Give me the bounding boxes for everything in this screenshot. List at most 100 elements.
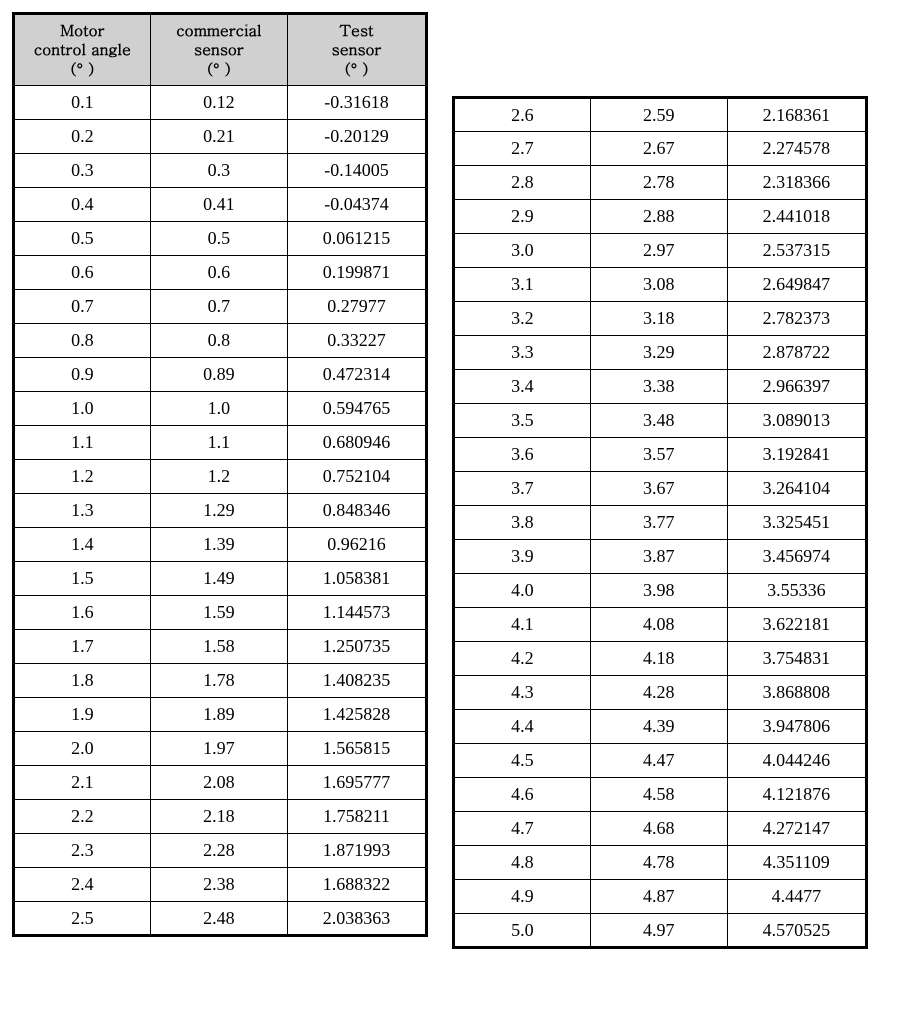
- table-cell: 0.96216: [288, 528, 427, 562]
- table-cell: 2.97: [590, 234, 727, 268]
- header-commercial-sensor: commercial sensor (° ): [150, 14, 287, 86]
- table-cell: 0.5: [14, 222, 151, 256]
- table-cell: 4.0: [454, 574, 591, 608]
- table-cell: 4.8: [454, 846, 591, 880]
- table-row: 3.33.292.878722: [454, 336, 867, 370]
- sensor-data-table-right: 2.62.592.1683612.72.672.2745782.82.782.3…: [452, 96, 868, 949]
- table-cell: 3.7: [454, 472, 591, 506]
- table-cell: 2.441018: [727, 200, 866, 234]
- table-cell: 1.1: [150, 426, 287, 460]
- table-row: 2.52.482.038363: [14, 902, 427, 936]
- table-body-right: 2.62.592.1683612.72.672.2745782.82.782.3…: [454, 98, 867, 948]
- table-cell: 1.6: [14, 596, 151, 630]
- table-row: 2.42.381.688322: [14, 868, 427, 902]
- table-row: 3.53.483.089013: [454, 404, 867, 438]
- table-cell: 4.5: [454, 744, 591, 778]
- table-cell: 4.87: [590, 880, 727, 914]
- table-cell: 3.18: [590, 302, 727, 336]
- table-cell: 0.8: [14, 324, 151, 358]
- table-cell: 2.28: [150, 834, 287, 868]
- table-row: 4.34.283.868808: [454, 676, 867, 710]
- table-cell: 3.38: [590, 370, 727, 404]
- table-cell: 1.49: [150, 562, 287, 596]
- table-cell: 3.29: [590, 336, 727, 370]
- table-cell: 2.8: [454, 166, 591, 200]
- table-row: 2.32.281.871993: [14, 834, 427, 868]
- table-cell: 2.966397: [727, 370, 866, 404]
- table-row: 1.21.20.752104: [14, 460, 427, 494]
- table-cell: 4.68: [590, 812, 727, 846]
- table-cell: 1.3: [14, 494, 151, 528]
- table-cell: 0.680946: [288, 426, 427, 460]
- table-row: 1.31.290.848346: [14, 494, 427, 528]
- table-cell: 2.48: [150, 902, 287, 936]
- table-cell: 0.41: [150, 188, 287, 222]
- table-cell: 1.89: [150, 698, 287, 732]
- table-cell: 3.8: [454, 506, 591, 540]
- table-cell: 4.9: [454, 880, 591, 914]
- table-cell: 3.2: [454, 302, 591, 336]
- table-cell: 5.0: [454, 914, 591, 948]
- table-cell: 1.4: [14, 528, 151, 562]
- table-cell: 3.456974: [727, 540, 866, 574]
- header-text: (° ): [207, 58, 231, 80]
- header-text: (° ): [345, 58, 369, 80]
- table-cell: 1.250735: [288, 630, 427, 664]
- table-cell: 2.78: [590, 166, 727, 200]
- table-cell: 2.318366: [727, 166, 866, 200]
- table-cell: 1.871993: [288, 834, 427, 868]
- table-row: 0.80.80.33227: [14, 324, 427, 358]
- table-row: 2.22.181.758211: [14, 800, 427, 834]
- table-cell: 0.199871: [288, 256, 427, 290]
- table-row: 2.72.672.274578: [454, 132, 867, 166]
- table-row: 0.10.12-0.31618: [14, 86, 427, 120]
- table-cell: 4.570525: [727, 914, 866, 948]
- table-cell: 1.2: [150, 460, 287, 494]
- table-row: 3.43.382.966397: [454, 370, 867, 404]
- table-row: 4.94.874.4477: [454, 880, 867, 914]
- table-cell: 3.4: [454, 370, 591, 404]
- table-row: 2.82.782.318366: [454, 166, 867, 200]
- table-cell: 0.6: [14, 256, 151, 290]
- table-cell: 3.57: [590, 438, 727, 472]
- table-cell: 3.754831: [727, 642, 866, 676]
- table-cell: 4.044246: [727, 744, 866, 778]
- header-test-sensor: Test sensor (° ): [288, 14, 427, 86]
- table-cell: 0.12: [150, 86, 287, 120]
- table-cell: 3.08: [590, 268, 727, 302]
- table-row: 1.11.10.680946: [14, 426, 427, 460]
- table-cell: 3.6: [454, 438, 591, 472]
- table-cell: 2.18: [150, 800, 287, 834]
- table-row: 1.71.581.250735: [14, 630, 427, 664]
- table-cell: 0.3: [150, 154, 287, 188]
- table-cell: 0.1: [14, 86, 151, 120]
- table-cell: 1.97: [150, 732, 287, 766]
- table-cell: 1.2: [14, 460, 151, 494]
- table-cell: 3.089013: [727, 404, 866, 438]
- table-cell: 2.0: [14, 732, 151, 766]
- table-cell: 1.058381: [288, 562, 427, 596]
- table-cell: 0.8: [150, 324, 287, 358]
- table-cell: 0.27977: [288, 290, 427, 324]
- table-body-left: 0.10.12-0.316180.20.21-0.201290.30.3-0.1…: [14, 86, 427, 936]
- table-row: 0.40.41-0.04374: [14, 188, 427, 222]
- table-row: 0.20.21-0.20129: [14, 120, 427, 154]
- table-row: 3.73.673.264104: [454, 472, 867, 506]
- table-cell: 0.7: [150, 290, 287, 324]
- table-row: 4.54.474.044246: [454, 744, 867, 778]
- table-row: 4.44.393.947806: [454, 710, 867, 744]
- table-cell: 2.168361: [727, 98, 866, 132]
- table-cell: 2.59: [590, 98, 727, 132]
- table-cell: 2.7: [454, 132, 591, 166]
- table-row: 4.03.983.55336: [454, 574, 867, 608]
- table-cell: 2.649847: [727, 268, 866, 302]
- table-row: 0.70.70.27977: [14, 290, 427, 324]
- table-cell: 4.1: [454, 608, 591, 642]
- table-cell: 4.4: [454, 710, 591, 744]
- table-cell: 1.0: [150, 392, 287, 426]
- table-cell: 4.97: [590, 914, 727, 948]
- table-cell: 3.0: [454, 234, 591, 268]
- table-cell: 1.695777: [288, 766, 427, 800]
- table-row: 3.63.573.192841: [454, 438, 867, 472]
- table-row: 1.61.591.144573: [14, 596, 427, 630]
